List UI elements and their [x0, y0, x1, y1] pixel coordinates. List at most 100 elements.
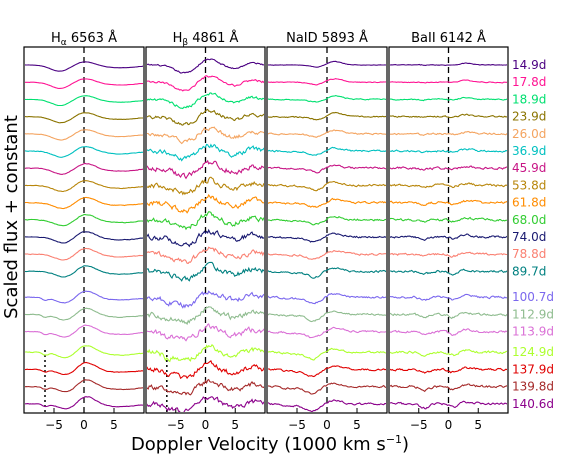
spectrum-line-17-8d — [25, 78, 143, 89]
panel-2: Hβ 4861 Å −5 0 5 — [145, 30, 266, 432]
epoch-label: 89.7d — [512, 264, 546, 278]
panel-title-rest: 6563 Å — [67, 30, 117, 46]
panel-title: Hβ 4861 Å — [173, 30, 239, 48]
spectrum-line-140-6d — [147, 396, 264, 412]
x-tick-label: 0 — [80, 418, 88, 432]
spectrum-line-36-9d — [147, 143, 264, 162]
spectrum-line-53-8d — [268, 180, 386, 192]
spectrum-line-139-8d — [268, 382, 386, 395]
spectrum-line-140-6d — [268, 399, 386, 412]
panel-4: BaII 6142 Å −5 0 5 — [388, 30, 509, 432]
spectrum-line-100-7d — [147, 290, 264, 309]
x-tick-label: 0 — [202, 418, 210, 432]
x-tick-label: 5 — [231, 418, 239, 432]
spectrum-line-78-8d — [25, 247, 143, 261]
spectrum-line-74-0d — [25, 231, 143, 244]
spectrum-line-26-0d — [268, 129, 386, 139]
epoch-labels-group: 14.9d 17.8d 18.9d 23.9d 26.0d 36.9d 45.9d 53.8d… — [512, 58, 554, 411]
spectrum-line-137-9d — [268, 365, 386, 378]
panels-group: Hα 6563 Å −5 0 5 Hβ 4861 Å −5 0 5 NaID 5893 Å −5 0… — [23, 30, 509, 432]
spectrum-line-14-9d — [25, 61, 143, 72]
panel-title-main: H — [51, 31, 61, 46]
epoch-label: 26.0d — [512, 127, 546, 141]
spectrum-line-113-9d — [268, 326, 386, 339]
epoch-label: 14.9d — [512, 58, 546, 72]
spectrum-line-23-9d — [390, 113, 507, 119]
spectrum-line-112-9d — [268, 310, 386, 323]
epoch-label: 23.9d — [512, 110, 546, 124]
epoch-label: 36.9d — [512, 144, 546, 158]
x-tick-label: 0 — [445, 418, 453, 432]
x-tick-label: −5 — [288, 418, 306, 432]
spectrum-line-100-7d — [25, 290, 143, 304]
epoch-label: 112.9d — [512, 307, 554, 321]
spectrum-line-18-9d — [147, 92, 264, 110]
spectrum-line-100-7d — [268, 292, 386, 305]
spectrum-line-89-7d — [25, 265, 143, 278]
epoch-label: 100.7d — [512, 290, 554, 304]
spectrum-line-113-9d — [390, 328, 507, 337]
spectrum-line-78-8d — [390, 251, 507, 258]
spectrum-line-26-0d — [25, 129, 143, 141]
spectrum-line-78-8d — [268, 250, 386, 260]
panel-title-main: H — [173, 31, 183, 46]
spectrum-line-89-7d — [390, 268, 507, 276]
spectrum-line-74-0d — [147, 228, 264, 248]
epoch-label: 53.8d — [512, 178, 546, 192]
spectrum-line-45-9d — [25, 162, 143, 175]
x-tick-label: 5 — [110, 418, 118, 432]
spectrum-line-68-0d — [147, 211, 264, 231]
spectrum-line-17-8d — [390, 79, 507, 84]
spectrum-line-45-9d — [268, 164, 386, 174]
spectrum-line-89-7d — [147, 261, 264, 282]
spectrum-line-17-8d — [147, 75, 264, 92]
spectrum-line-14-9d — [268, 60, 386, 68]
spectrum-line-61-8d — [147, 193, 264, 214]
spectrum-line-140-6d — [25, 396, 143, 410]
spectrum-line-53-8d — [390, 182, 507, 189]
spectrum-line-78-8d — [147, 246, 264, 265]
epoch-label: 45.9d — [512, 161, 546, 175]
spectrum-line-17-8d — [268, 78, 386, 86]
spectrum-line-14-9d — [390, 62, 507, 66]
spectrum-line-61-8d — [25, 196, 143, 210]
spectrum-line-36-9d — [268, 146, 386, 156]
spectrum-line-137-9d — [390, 366, 507, 374]
x-axis-label-close: ) — [402, 434, 409, 455]
spectrum-line-23-9d — [147, 108, 264, 126]
panel-title-subscript: β — [182, 38, 188, 48]
spectrum-line-137-9d — [147, 360, 264, 380]
x-axis-label-exponent: −1 — [386, 433, 402, 446]
spectrum-line-74-0d — [390, 233, 507, 242]
panel-title-main: BaII 6142 Å — [411, 30, 486, 46]
spectrum-line-68-0d — [25, 214, 143, 227]
panel-title: BaII 6142 Å — [411, 30, 486, 46]
epoch-label: 68.0d — [512, 213, 546, 227]
x-tick-label: 5 — [474, 418, 482, 432]
spectrum-line-139-8d — [147, 378, 264, 396]
epoch-label: 113.9d — [512, 325, 554, 339]
spectrum-line-61-8d — [268, 197, 386, 208]
x-tick-label: 5 — [353, 418, 361, 432]
epoch-label: 140.6d — [512, 397, 554, 411]
spectrum-line-112-9d — [147, 306, 264, 326]
spectrum-line-26-0d — [390, 130, 507, 137]
spectrum-line-18-9d — [390, 96, 507, 102]
panel-title-rest: 4861 Å — [188, 30, 238, 46]
x-tick-label: −5 — [45, 418, 63, 432]
spectrum-line-68-0d — [390, 216, 507, 223]
epoch-label: 74.0d — [512, 230, 546, 244]
spectrum-line-18-9d — [268, 95, 386, 103]
spectrum-line-36-9d — [390, 148, 507, 154]
spectrum-line-124-9d — [147, 343, 264, 363]
spectrum-line-124-9d — [25, 345, 143, 359]
panel-1: Hα 6563 Å −5 0 5 — [23, 30, 145, 432]
spectrum-line-100-7d — [390, 293, 507, 302]
y-axis-label: Scaled flux + constant — [1, 115, 22, 319]
spectrum-line-74-0d — [268, 232, 386, 243]
x-axis-label-main: Doppler Velocity (1000 km s — [131, 434, 386, 455]
spectrum-line-45-9d — [390, 165, 507, 171]
spectrum-line-45-9d — [147, 159, 264, 180]
panel-title: NaID 5893 Å — [286, 30, 368, 46]
